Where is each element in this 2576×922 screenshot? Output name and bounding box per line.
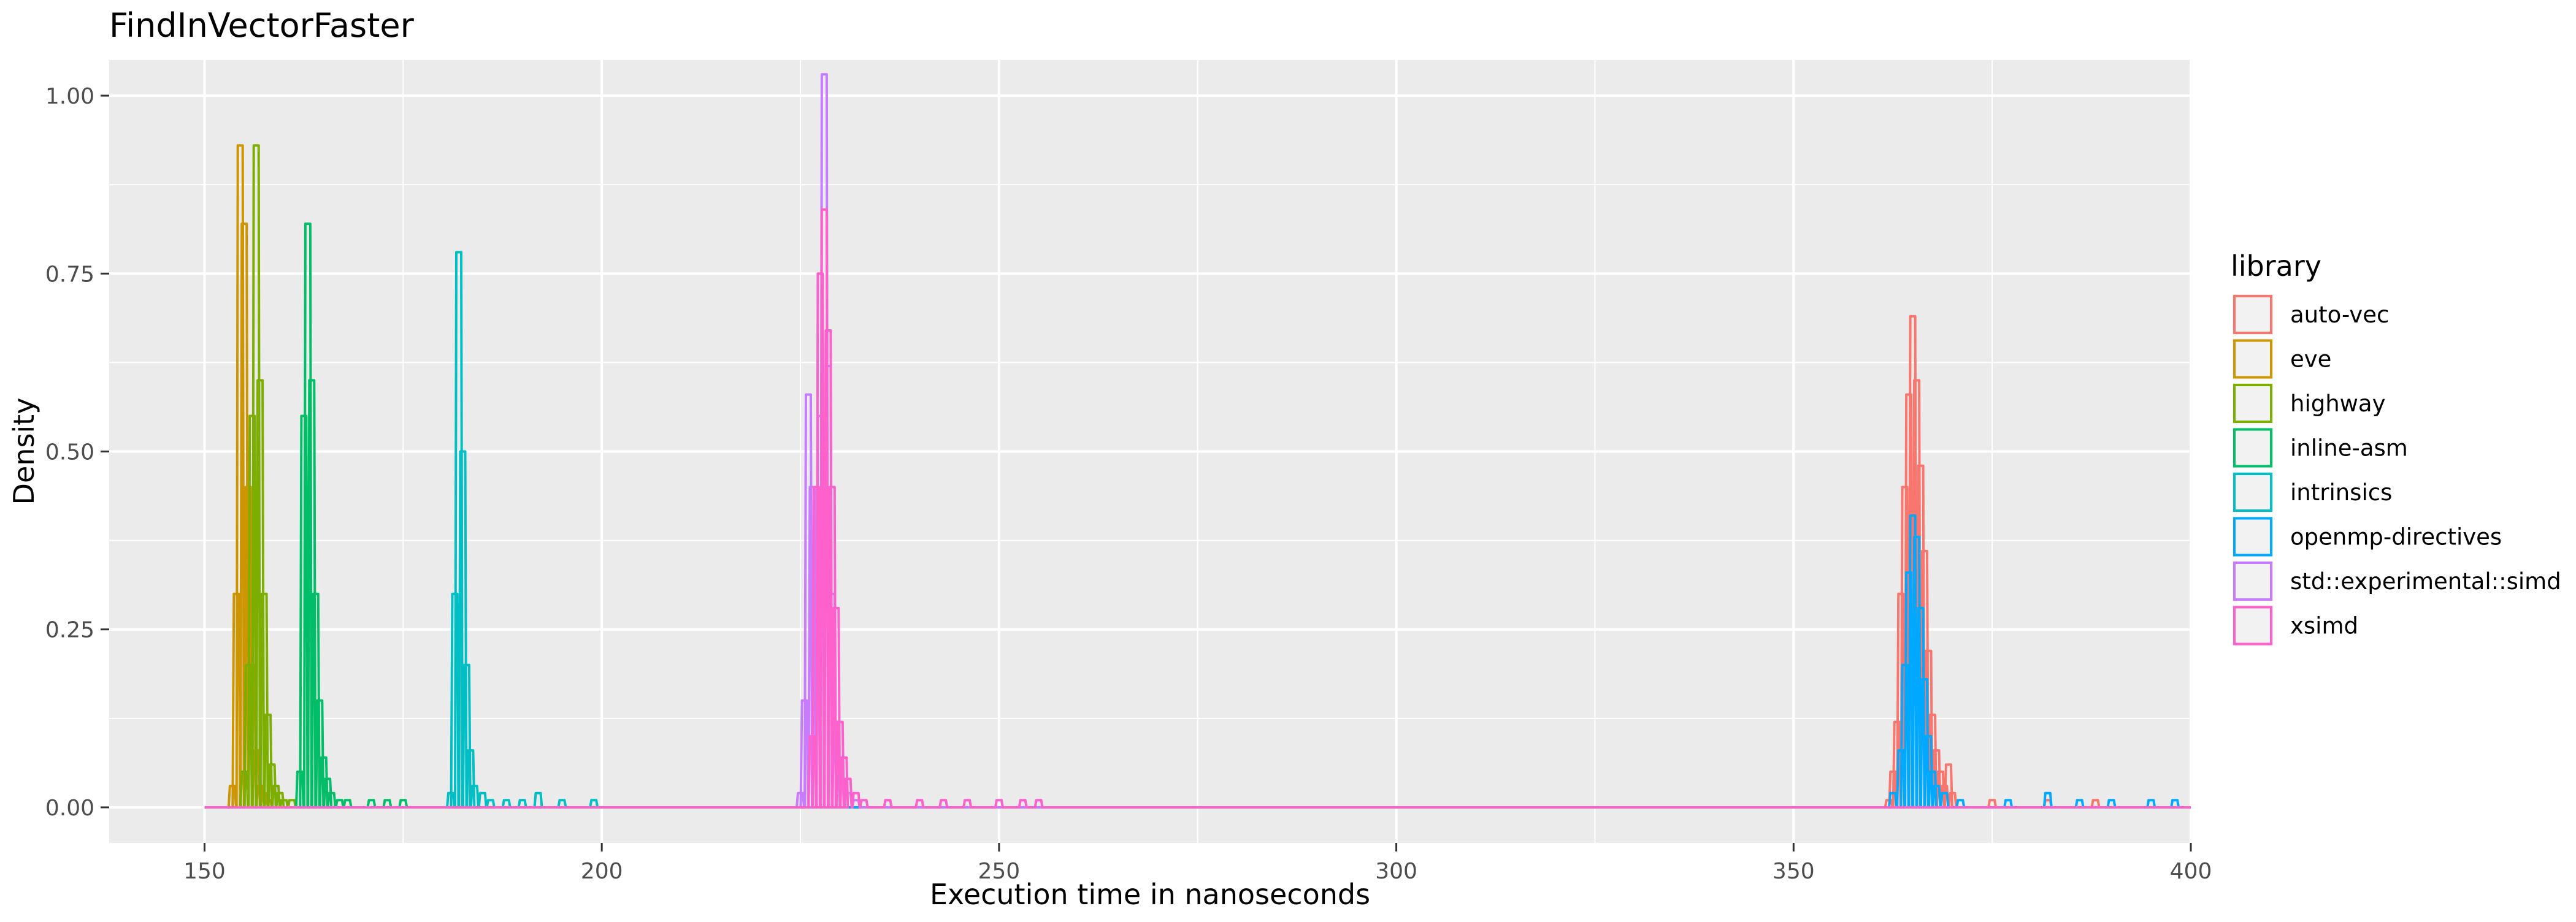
legend: library auto-vec eve highway inline-asm intr… bbox=[2231, 250, 2561, 646]
legend-item: intrinsics bbox=[2233, 472, 2392, 512]
x-tick-label: 300 bbox=[1375, 859, 1417, 884]
x-axis-title: Execution time in nanoseconds bbox=[930, 878, 1370, 911]
y-tick-labels: 0.00 0.25 0.50 0.75 1.00 bbox=[45, 84, 94, 821]
y-tick-label: 1.00 bbox=[45, 84, 94, 109]
legend-title: library bbox=[2231, 250, 2321, 283]
legend-label: xsimd bbox=[2290, 613, 2358, 639]
legend-key-background bbox=[2233, 427, 2273, 468]
y-axis-title: Density bbox=[7, 398, 40, 505]
legend-item: inline-asm bbox=[2233, 427, 2408, 468]
legend-label: intrinsics bbox=[2290, 479, 2392, 506]
legend-item: highway bbox=[2233, 383, 2386, 424]
x-tick-label: 250 bbox=[978, 859, 1021, 884]
x-tick-label: 400 bbox=[2170, 859, 2212, 884]
legend-key-swatch bbox=[2233, 295, 2272, 334]
legend-item: eve bbox=[2233, 338, 2331, 379]
legend-key-swatch bbox=[2233, 473, 2272, 512]
legend-item: xsimd bbox=[2233, 605, 2358, 646]
legend-label: auto-vec bbox=[2290, 302, 2389, 328]
legend-key-background bbox=[2233, 605, 2273, 646]
x-tick-label: 200 bbox=[581, 859, 623, 884]
legend-key-swatch bbox=[2233, 339, 2272, 379]
legend-key-background bbox=[2233, 294, 2273, 335]
legend-key-background bbox=[2233, 338, 2273, 379]
legend-key-swatch bbox=[2233, 562, 2272, 601]
legend-key-swatch bbox=[2233, 384, 2272, 423]
x-tick-label: 150 bbox=[183, 859, 226, 884]
legend-key-swatch bbox=[2233, 428, 2272, 468]
y-tick-label: 0.00 bbox=[45, 796, 94, 821]
legend-key-background bbox=[2233, 383, 2273, 424]
x-tick-labels: 150 200 250 300 350 400 bbox=[183, 859, 2212, 884]
legend-key-background bbox=[2233, 516, 2273, 557]
chart-title: FindInVectorFaster bbox=[109, 6, 415, 45]
legend-label: inline-asm bbox=[2290, 435, 2408, 462]
x-tick-label: 350 bbox=[1773, 859, 1815, 884]
y-tick-label: 0.75 bbox=[45, 262, 94, 287]
legend-item: auto-vec bbox=[2233, 294, 2389, 335]
series-outline-7 bbox=[204, 208, 2191, 809]
axis-ticks bbox=[101, 94, 2192, 852]
legend-key-swatch bbox=[2233, 606, 2272, 646]
legend-item: openmp-directives bbox=[2233, 516, 2502, 557]
legend-key-swatch bbox=[2233, 517, 2272, 557]
y-tick-label: 0.50 bbox=[45, 440, 94, 465]
legend-key-background bbox=[2233, 561, 2273, 601]
legend-label: openmp-directives bbox=[2290, 524, 2502, 551]
series-layer bbox=[204, 73, 2191, 809]
legend-label: eve bbox=[2290, 346, 2331, 373]
legend-key-background bbox=[2233, 472, 2273, 512]
legend-items: auto-vec eve highway inline-asm intrinsics op… bbox=[2233, 294, 2561, 646]
y-tick-label: 0.25 bbox=[45, 618, 94, 643]
legend-label: highway bbox=[2290, 391, 2386, 417]
legend-item: std::experimental::simd bbox=[2233, 561, 2561, 601]
legend-label: std::experimental::simd bbox=[2290, 568, 2561, 595]
